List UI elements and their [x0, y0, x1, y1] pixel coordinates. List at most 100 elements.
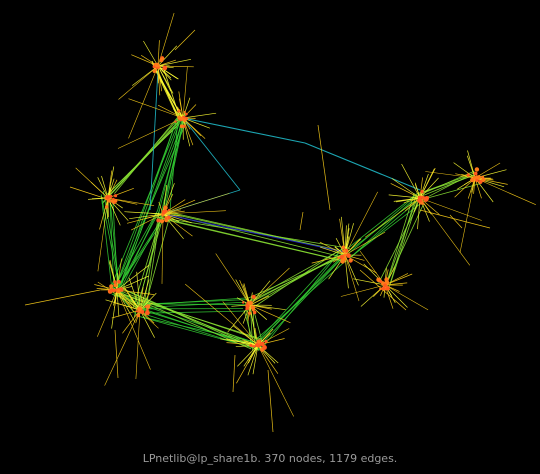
graph-edge [249, 267, 290, 306]
graph-edge [340, 284, 386, 297]
graph-edge [157, 65, 163, 92]
graph-node [249, 343, 253, 348]
graph-edge [107, 123, 180, 195]
graph-edge [419, 177, 439, 199]
graph-edges [24, 12, 536, 433]
graph-edge [162, 213, 180, 223]
graph-edge [419, 177, 423, 199]
graph-edge [118, 65, 159, 100]
graph-edge [414, 182, 421, 199]
graph-edge [104, 309, 141, 386]
graph-node [422, 196, 426, 200]
graph-edge [157, 40, 160, 67]
graph-edge [353, 278, 386, 286]
graph-node [182, 118, 187, 122]
graph-edge [139, 287, 144, 311]
graph-caption: LPnetlib@lp_share1b. 370 nodes, 1179 edg… [142, 452, 398, 465]
graph-edge [162, 193, 230, 215]
graph-edge [237, 344, 259, 367]
graph-edge [114, 329, 119, 379]
graph-node [183, 110, 186, 114]
graph-edge [249, 304, 257, 339]
graph-edge [344, 254, 360, 302]
graph-node [260, 341, 265, 347]
graph-edge [116, 258, 122, 291]
graph-edge [120, 210, 161, 285]
graph-edge [317, 124, 331, 211]
graph-edge [334, 246, 346, 256]
graph-edge [127, 213, 164, 224]
graph-edge [401, 163, 421, 199]
graph-edge [253, 248, 343, 346]
graph-node [154, 69, 157, 72]
graph-edge [139, 310, 248, 314]
graph-node [184, 112, 188, 116]
graph-node [341, 245, 346, 250]
graph-edge [157, 58, 192, 67]
graph-edge [255, 253, 347, 351]
graph-edge [117, 117, 184, 149]
graph-edge [97, 289, 118, 337]
graph-edge [384, 284, 429, 311]
graph-edge [257, 344, 294, 417]
graph-edge [235, 279, 251, 306]
graph-node [116, 289, 121, 294]
graph-node [177, 115, 182, 120]
graph-edge [364, 197, 421, 238]
graph-node [163, 205, 168, 211]
graph-edge [389, 191, 421, 287]
graph-edge [249, 249, 351, 307]
graph-edge [453, 162, 476, 179]
graph-edge [474, 177, 494, 203]
graph-node [421, 202, 425, 205]
graph-node [343, 253, 347, 257]
graph-edge [249, 280, 271, 306]
graph-node [154, 62, 160, 68]
graph-edge [101, 175, 109, 199]
graph-edge [133, 301, 247, 309]
graph-edge [24, 289, 101, 306]
graph-edge [319, 241, 346, 256]
graph-edge [222, 301, 259, 346]
graph-edge [109, 114, 182, 290]
graph-node [242, 301, 245, 304]
graph-node [262, 345, 267, 350]
graph-edge [419, 197, 440, 215]
graph-node [379, 287, 382, 291]
graph-edge [320, 246, 346, 256]
graph-edge [351, 195, 418, 257]
graph-edge [419, 197, 471, 266]
graph-node [346, 253, 351, 258]
graph-node [349, 258, 353, 262]
graph-node [478, 179, 483, 184]
graph-edge [162, 213, 192, 224]
graph-node [248, 300, 253, 306]
graph-node [256, 342, 261, 348]
graph-node [417, 198, 423, 203]
graph-edge [120, 117, 178, 285]
graph-edge [393, 197, 421, 202]
graph-edge [359, 250, 386, 286]
graph-edge [249, 295, 270, 306]
graph-edge [419, 197, 482, 221]
graph-edge [139, 292, 151, 311]
graph-edge [128, 65, 159, 139]
graph-edge [449, 214, 463, 229]
graph-edge [122, 309, 141, 334]
graph-edge [163, 113, 186, 214]
graph-edge [403, 197, 421, 204]
graph-node [112, 197, 115, 201]
graph-edge [130, 213, 164, 231]
graph-edge [161, 213, 164, 284]
graph-node [145, 310, 150, 316]
graph-node [174, 120, 177, 123]
graph-edge [249, 304, 291, 324]
graph-edge [185, 283, 259, 346]
graph-node [342, 249, 346, 253]
graph-edge [109, 196, 115, 297]
graph-edge [143, 40, 159, 67]
graph-edge [226, 342, 259, 346]
graph-node [381, 286, 386, 291]
graph-edge [421, 174, 470, 193]
graph-edge [182, 97, 191, 119]
